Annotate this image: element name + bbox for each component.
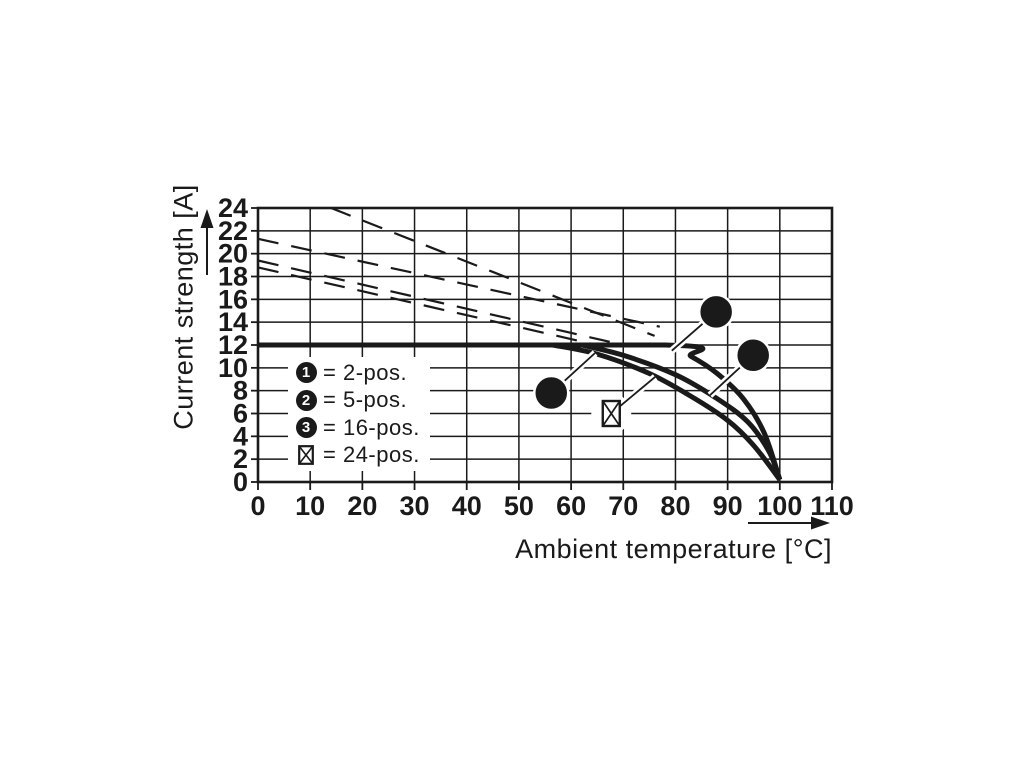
marker-24pos-box-icon: [298, 445, 314, 466]
x-tick-label: 90: [713, 491, 743, 521]
series-dashed-4: [257, 266, 593, 345]
legend-item-24pos: = 24-pos.: [295, 442, 430, 468]
x-tick-labels: 0 10 20 30 40 50 60 70 80 90 100 110: [250, 491, 853, 521]
series-2-pos: [258, 342, 783, 481]
series-16-pos-24-pos: [552, 342, 782, 482]
series: [257, 206, 783, 482]
y-tick-label: 6: [233, 399, 248, 429]
callouts: 12 3: [533, 293, 772, 434]
legend-item-2pos: 1 = 2-pos.: [295, 360, 430, 386]
series-dashed-3: [257, 259, 624, 347]
y-axis-title: Current strength [A]: [168, 184, 199, 430]
callout-number: 1: [709, 297, 723, 327]
x-tick-label: 30: [400, 491, 430, 521]
y-tick-label: 16: [218, 284, 248, 314]
legend-label: = 16-pos.: [323, 414, 420, 440]
y-tick-label: 8: [233, 376, 248, 406]
x-tick-label: 20: [347, 491, 377, 521]
callout-number: 2: [746, 340, 760, 370]
y-tick-label: 12: [218, 330, 248, 360]
marker-3-circle-icon: 3: [295, 417, 317, 439]
callout-circle-1: [697, 293, 735, 331]
marker-1-circle-icon: 1: [295, 362, 317, 384]
x-tick-label: 80: [660, 491, 690, 521]
series-dashed-upper: [330, 206, 656, 337]
legend-label: = 2-pos.: [323, 359, 408, 385]
legend-item-16pos: 3 = 16-pos.: [295, 415, 430, 441]
callout-circle-3: [533, 374, 570, 412]
x-tick-label: 40: [452, 491, 482, 521]
y-tick-label: 2: [233, 444, 248, 474]
callout-number: 3: [544, 378, 558, 408]
x-tick-label: 0: [250, 491, 265, 521]
x-tick-label: 60: [556, 491, 586, 521]
y-tick-label: 10: [218, 353, 248, 383]
y-tick-label: 0: [233, 467, 248, 497]
x-axis-arrow-icon: [748, 516, 830, 530]
marker-2-circle-icon: 2: [295, 389, 317, 411]
series-dashed-2: [257, 237, 661, 328]
y-tick-label: 22: [218, 216, 248, 246]
y-axis-arrow-icon: [200, 209, 214, 275]
x-tick-label: 110: [810, 491, 854, 521]
legend-label: = 24-pos.: [323, 442, 420, 468]
y-tick-label: 14: [218, 307, 248, 337]
legend-item-5pos: 2 = 5-pos.: [295, 387, 430, 413]
x-tick-label: 70: [608, 491, 638, 521]
y-tick-label: 4: [233, 421, 248, 451]
y-tick-label: 18: [218, 262, 248, 292]
series-5-pos: [580, 342, 783, 481]
callout-circle-2: [734, 337, 772, 374]
x-tick-label: 50: [504, 491, 534, 521]
x-axis-title: Ambient temperature [°C]: [515, 534, 832, 564]
x-tick-label: 100: [757, 491, 802, 521]
x-tick-label: 10: [295, 491, 325, 521]
legend-label: = 5-pos.: [323, 387, 408, 413]
plot-border: [256, 206, 834, 484]
y-tick-label: 24: [218, 193, 248, 223]
legend: 1 = 2-pos. 2 = 5-pos. 3 = 16-pos. = 24-p…: [288, 357, 430, 471]
y-tick-label: 20: [218, 239, 248, 269]
